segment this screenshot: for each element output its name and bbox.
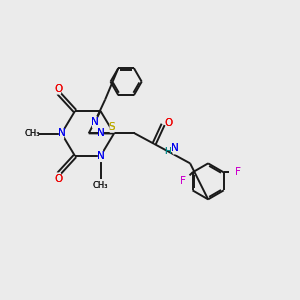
Text: O: O <box>54 83 63 94</box>
Text: O: O <box>54 173 63 184</box>
Text: F: F <box>235 167 241 177</box>
Text: S: S <box>109 122 116 132</box>
Text: H: H <box>164 147 170 156</box>
Text: N: N <box>91 117 98 127</box>
Text: N: N <box>98 128 105 138</box>
Text: O: O <box>164 118 173 128</box>
Text: N: N <box>97 151 104 161</box>
Text: H: H <box>164 147 170 156</box>
Text: N: N <box>58 128 65 139</box>
Text: N: N <box>171 143 179 153</box>
Text: N: N <box>58 128 65 139</box>
Text: CH₃: CH₃ <box>25 129 40 138</box>
Text: N: N <box>97 151 104 161</box>
Text: CH₃: CH₃ <box>93 181 108 190</box>
Text: N: N <box>171 143 179 153</box>
Text: CH₃: CH₃ <box>93 181 108 190</box>
Text: F: F <box>235 167 241 177</box>
Text: N: N <box>98 128 105 138</box>
Text: O: O <box>164 118 173 128</box>
Text: CH₃: CH₃ <box>25 129 40 138</box>
Text: O: O <box>54 83 63 94</box>
Text: O: O <box>54 173 63 184</box>
Text: F: F <box>180 176 186 186</box>
Text: N: N <box>91 117 98 127</box>
Text: S: S <box>109 122 116 132</box>
Text: F: F <box>180 176 186 186</box>
